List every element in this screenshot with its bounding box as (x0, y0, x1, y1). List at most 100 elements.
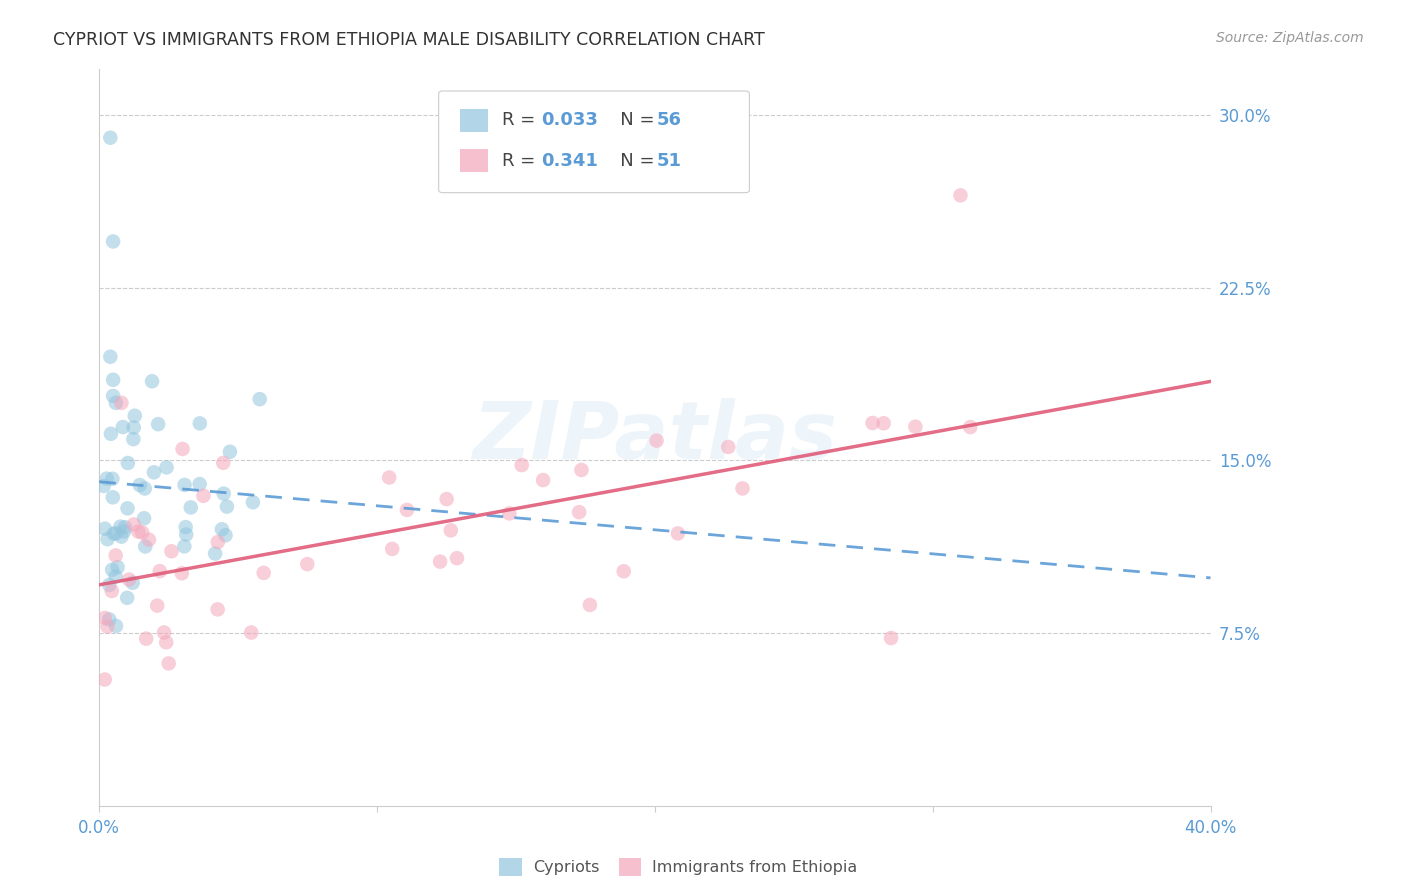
Point (378, 470, 401, 484)
Point (193, 489, 215, 503)
Point (253, 566, 276, 580)
Point (207, 602, 229, 616)
Point (170, 566, 193, 581)
Point (96, 619, 118, 633)
Point (135, 632, 157, 646)
Point (118, 573, 141, 587)
Text: CYPRIOT VS IMMIGRANTS FROM ETHIOPIA MALE DISABILITY CORRELATION CHART: CYPRIOT VS IMMIGRANTS FROM ETHIOPIA MALE… (53, 31, 765, 49)
Point (959, 420, 981, 434)
Point (188, 477, 211, 491)
Point (122, 517, 145, 532)
Point (107, 560, 129, 574)
Point (214, 528, 236, 542)
Point (101, 389, 124, 403)
Point (117, 501, 139, 516)
Point (94, 611, 117, 625)
Point (242, 495, 264, 509)
Point (249, 392, 271, 406)
Point (101, 472, 124, 486)
Point (395, 503, 418, 517)
Point (568, 505, 591, 519)
Point (101, 584, 124, 599)
Point (104, 396, 127, 410)
Text: 51: 51 (657, 152, 682, 169)
Point (211, 522, 233, 536)
Point (157, 657, 180, 671)
Point (96, 532, 118, 546)
Point (212, 456, 235, 470)
Point (98, 578, 121, 592)
Point (645, 434, 668, 448)
Point (138, 533, 160, 547)
Point (155, 635, 177, 649)
Point (110, 396, 132, 410)
Point (174, 527, 197, 541)
Point (571, 463, 593, 477)
Point (100, 426, 122, 441)
Point (613, 564, 636, 578)
Point (666, 526, 689, 541)
Point (98, 612, 121, 626)
Text: 0.341: 0.341 (541, 152, 598, 169)
Point (115, 591, 138, 605)
Point (188, 417, 211, 431)
Point (949, 188, 972, 202)
Point (579, 598, 602, 612)
Point (104, 569, 127, 583)
Point (94, 522, 117, 536)
Point (207, 535, 229, 549)
Point (134, 540, 156, 554)
Point (173, 478, 195, 492)
Point (498, 507, 520, 521)
Point (872, 417, 894, 431)
Point (717, 440, 740, 454)
Point (103, 526, 125, 541)
Point (104, 619, 127, 633)
Point (146, 599, 169, 613)
Text: 56: 56 (657, 112, 682, 129)
Point (297, 557, 319, 571)
Text: R =: R = (502, 112, 547, 129)
Point (112, 524, 135, 539)
Point (122, 420, 145, 434)
Point (880, 631, 903, 645)
Point (122, 432, 145, 446)
Point (134, 482, 156, 496)
Point (142, 466, 165, 480)
Point (121, 575, 143, 590)
Point (132, 511, 155, 525)
Point (174, 520, 197, 534)
Point (153, 625, 176, 640)
Point (104, 549, 127, 563)
Text: N =: N = (603, 152, 661, 169)
Point (381, 541, 404, 556)
Point (446, 551, 468, 566)
Point (127, 524, 149, 539)
Text: N =: N = (603, 112, 661, 129)
Point (862, 416, 884, 430)
Point (101, 491, 124, 505)
Point (510, 458, 533, 472)
Point (101, 373, 124, 387)
Point (240, 625, 263, 640)
Text: 0.033: 0.033 (541, 112, 598, 129)
Text: R =: R = (502, 152, 547, 169)
Point (128, 478, 150, 492)
Text: Immigrants from Ethiopia: Immigrants from Ethiopia (652, 860, 858, 874)
Point (204, 547, 226, 561)
Text: Source: ZipAtlas.com: Source: ZipAtlas.com (1216, 31, 1364, 45)
Point (180, 500, 202, 515)
Text: ZIPatlas: ZIPatlas (472, 399, 838, 476)
Point (96, 472, 118, 486)
Point (212, 486, 235, 500)
Point (111, 420, 134, 434)
Point (149, 564, 172, 578)
Point (160, 544, 183, 558)
Point (173, 540, 195, 554)
Point (219, 444, 242, 458)
Point (93, 479, 115, 493)
Point (904, 419, 927, 434)
Point (124, 409, 146, 423)
Point (117, 456, 139, 470)
Point (98, 350, 121, 364)
